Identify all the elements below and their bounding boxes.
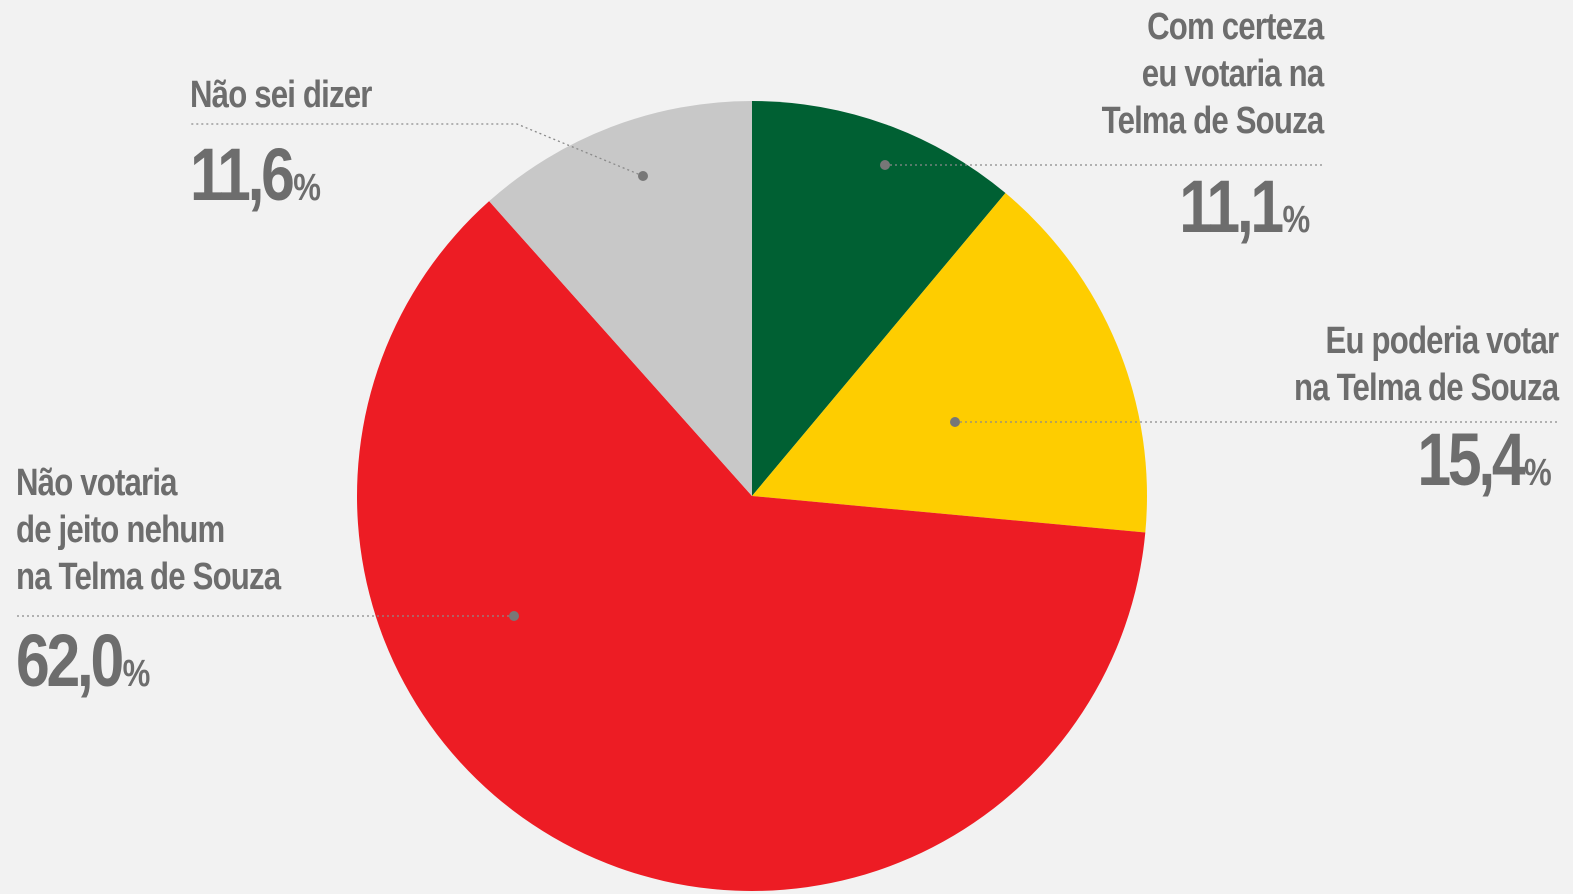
slice-value: 15,4% — [1294, 418, 1552, 513]
slice-label-nao-votaria: Não votaria de jeito nehum na Telma de S… — [16, 460, 281, 714]
slice-label-line: na Telma de Souza — [16, 556, 281, 598]
slice-label-nao-sei-dizer: Não sei dizer 11,6% — [190, 72, 372, 228]
leader-line-3 — [190, 123, 644, 177]
leader-dot-0 — [880, 160, 890, 170]
pie-slice-2 — [356, 201, 1146, 892]
percent-sign: % — [293, 167, 321, 209]
slice-label-line: na Telma de Souza — [1293, 367, 1559, 409]
percent-sign: % — [1523, 452, 1552, 494]
slice-value-number: 15,4 — [1417, 418, 1525, 501]
percent-sign: % — [1282, 199, 1310, 241]
pie-slice-0 — [752, 101, 1006, 496]
percent-sign: % — [122, 653, 151, 695]
slice-label-line: Com certeza — [1146, 6, 1324, 48]
leader-dot-2 — [509, 611, 519, 621]
pie-slice-3 — [489, 101, 752, 496]
slice-label-line: Não votaria — [16, 462, 178, 504]
leader-lines — [16, 123, 1557, 621]
slice-label-com-certeza: Com certeza eu votaria na Telma de Souza… — [1101, 4, 1324, 260]
slice-value-number: 11,1 — [1178, 165, 1284, 248]
slice-label-line: Não sei dizer — [190, 74, 372, 116]
leader-dot-1 — [950, 417, 960, 427]
slice-label-line: Telma de Souza — [1101, 100, 1324, 142]
slice-value: 62,0% — [16, 621, 280, 714]
leader-dot-3 — [638, 171, 648, 181]
slice-value: 11,6% — [190, 135, 372, 228]
slice-label-line: de jeito nehum — [16, 509, 225, 551]
pie-slices — [356, 101, 1147, 892]
slice-value-number: 62,0 — [16, 619, 124, 702]
slice-value: 11,1% — [1101, 167, 1310, 260]
pie-slice-1 — [752, 193, 1147, 533]
slice-value-number: 11,6 — [190, 133, 295, 216]
slice-label-eu-poderia: Eu poderia votar na Telma de Souza 15,4% — [1293, 318, 1559, 513]
slice-label-line: Eu poderia votar — [1325, 320, 1559, 362]
slice-label-line: eu votaria na — [1141, 53, 1323, 95]
